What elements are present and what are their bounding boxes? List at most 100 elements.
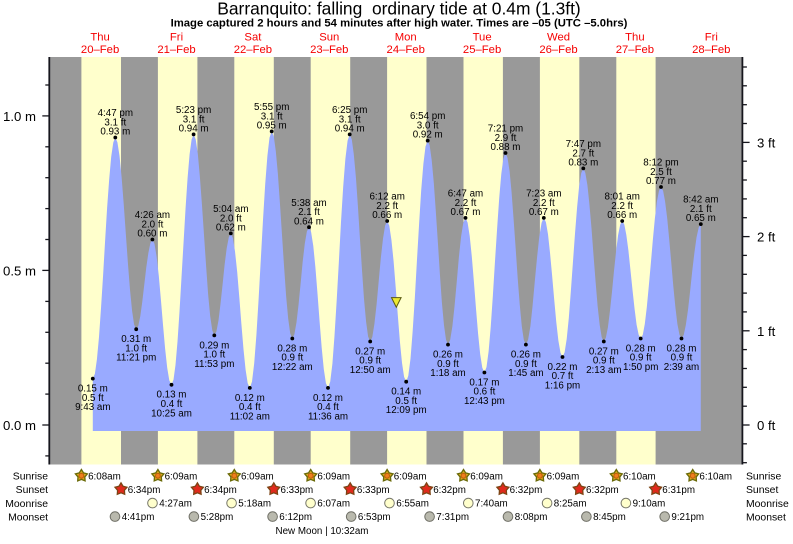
svg-text:0.95 m: 0.95 m [257, 121, 287, 132]
svg-text:11:21 pm: 11:21 pm [116, 353, 156, 364]
svg-text:0.0 m: 0.0 m [3, 418, 36, 433]
svg-text:5:23 pm: 5:23 pm [176, 105, 211, 116]
svg-text:6:33pm: 6:33pm [357, 485, 390, 496]
svg-text:1.0 m: 1.0 m [3, 109, 36, 124]
svg-text:0.9 ft: 0.9 ft [359, 356, 381, 367]
svg-text:0.83 m: 0.83 m [568, 158, 598, 169]
svg-text:6:09am: 6:09am [317, 471, 350, 482]
svg-text:8:08pm: 8:08pm [515, 512, 548, 523]
svg-text:0.28 m: 0.28 m [626, 343, 656, 354]
svg-text:0.22 m: 0.22 m [548, 362, 578, 373]
svg-text:3.0 ft: 3.0 ft [417, 121, 439, 132]
svg-text:0.9 ft: 0.9 ft [593, 356, 615, 367]
svg-text:0 ft: 0 ft [757, 418, 776, 433]
svg-text:Sunset: Sunset [746, 485, 778, 496]
svg-text:0.9 ft: 0.9 ft [630, 353, 652, 364]
svg-text:Moonrise: Moonrise [5, 499, 48, 510]
svg-text:3.1 ft: 3.1 ft [104, 117, 126, 128]
svg-text:6:07am: 6:07am [317, 499, 350, 510]
svg-text:Tue: Tue [473, 32, 492, 44]
svg-text:0.9 ft: 0.9 ft [437, 359, 459, 370]
svg-text:0.14 m: 0.14 m [391, 387, 421, 398]
svg-text:25–Feb: 25–Feb [463, 44, 501, 56]
svg-text:5:55 pm: 5:55 pm [254, 102, 289, 113]
svg-text:2.9 ft: 2.9 ft [495, 133, 517, 144]
svg-text:Thu: Thu [90, 32, 109, 44]
svg-text:Fri: Fri [170, 32, 183, 44]
svg-text:0.5 ft: 0.5 ft [82, 393, 104, 404]
svg-text:1.0 ft: 1.0 ft [203, 350, 225, 361]
svg-text:7:47 pm: 7:47 pm [566, 139, 601, 150]
svg-text:7:31pm: 7:31pm [436, 512, 469, 523]
svg-text:0.64 m: 0.64 m [294, 216, 324, 227]
svg-text:0.93 m: 0.93 m [100, 127, 130, 138]
svg-text:7:40am: 7:40am [475, 499, 508, 510]
svg-text:8:45pm: 8:45pm [593, 512, 626, 523]
svg-text:6:32pm: 6:32pm [586, 485, 619, 496]
svg-text:6:32pm: 6:32pm [510, 485, 543, 496]
svg-text:2.0 ft: 2.0 ft [142, 219, 164, 230]
svg-text:12:43 pm: 12:43 pm [464, 396, 505, 407]
svg-text:6:09am: 6:09am [241, 471, 274, 482]
svg-text:0.66 m: 0.66 m [372, 210, 402, 221]
svg-text:0.29 m: 0.29 m [199, 340, 229, 351]
svg-text:21–Feb: 21–Feb [157, 44, 195, 56]
svg-text:12:09 pm: 12:09 pm [386, 405, 427, 416]
svg-text:10:25 am: 10:25 am [151, 408, 192, 419]
svg-text:2:39 am: 2:39 am [664, 362, 699, 373]
svg-text:6:10am: 6:10am [623, 471, 656, 482]
svg-text:6:34pm: 6:34pm [128, 485, 161, 496]
svg-text:7:23 am: 7:23 am [526, 189, 561, 200]
svg-text:0.94 m: 0.94 m [335, 124, 365, 135]
svg-text:11:53 pm: 11:53 pm [194, 359, 234, 370]
svg-text:2.2 ft: 2.2 ft [611, 201, 633, 212]
svg-text:1:16 pm: 1:16 pm [545, 381, 580, 392]
svg-text:3 ft: 3 ft [757, 135, 776, 150]
svg-text:26–Feb: 26–Feb [539, 44, 577, 56]
svg-text:0.62 m: 0.62 m [216, 223, 246, 234]
svg-text:6:32pm: 6:32pm [433, 485, 466, 496]
svg-text:0.60 m: 0.60 m [137, 229, 167, 240]
svg-text:4:27am: 4:27am [159, 499, 192, 510]
svg-text:1 ft: 1 ft [757, 324, 776, 339]
svg-text:22–Feb: 22–Feb [234, 44, 272, 56]
svg-text:11:36 am: 11:36 am [308, 411, 348, 422]
svg-text:6:12pm: 6:12pm [279, 512, 312, 523]
svg-text:27–Feb: 27–Feb [616, 44, 654, 56]
svg-text:New Moon | 10:32am: New Moon | 10:32am [276, 526, 369, 537]
svg-text:11:02 am: 11:02 am [230, 411, 270, 422]
svg-text:2.7 ft: 2.7 ft [572, 148, 594, 159]
svg-text:2 ft: 2 ft [757, 230, 776, 245]
svg-text:0.67 m: 0.67 m [529, 207, 559, 218]
svg-text:Mon: Mon [395, 32, 417, 44]
svg-text:1.0 ft: 1.0 ft [125, 343, 147, 354]
svg-text:Sunrise: Sunrise [746, 472, 781, 483]
svg-text:Image captured 2 hours and 54: Image captured 2 hours and 54 minutes af… [171, 18, 628, 30]
svg-text:6:55am: 6:55am [396, 499, 429, 510]
svg-text:0.88 m: 0.88 m [491, 142, 521, 153]
svg-text:0.4 ft: 0.4 ft [239, 402, 261, 413]
svg-text:Sunset: Sunset [16, 485, 48, 496]
svg-text:Wed: Wed [547, 32, 570, 44]
svg-text:Moonset: Moonset [746, 512, 786, 523]
svg-text:0.5 ft: 0.5 ft [395, 396, 417, 407]
svg-text:0.6 ft: 0.6 ft [474, 387, 496, 398]
svg-text:1:50 pm: 1:50 pm [623, 362, 658, 373]
svg-text:Sat: Sat [244, 32, 262, 44]
svg-text:2:13 am: 2:13 am [586, 365, 621, 376]
svg-text:28–Feb: 28–Feb [692, 44, 730, 56]
svg-text:Moonrise: Moonrise [746, 499, 789, 510]
svg-text:0.27 m: 0.27 m [589, 346, 619, 357]
svg-text:6:09am: 6:09am [547, 471, 580, 482]
svg-text:6:09am: 6:09am [470, 471, 503, 482]
svg-text:0.28 m: 0.28 m [277, 343, 307, 354]
svg-text:3.1 ft: 3.1 ft [261, 111, 283, 122]
svg-text:6:09am: 6:09am [165, 471, 198, 482]
svg-text:1:18 am: 1:18 am [430, 368, 465, 379]
svg-text:23–Feb: 23–Feb [310, 44, 348, 56]
svg-text:6:09am: 6:09am [394, 471, 427, 482]
svg-text:0.66 m: 0.66 m [607, 210, 637, 221]
svg-text:4:47 pm: 4:47 pm [98, 108, 133, 119]
svg-text:4:26 am: 4:26 am [135, 210, 170, 221]
svg-text:6:53pm: 6:53pm [358, 512, 391, 523]
